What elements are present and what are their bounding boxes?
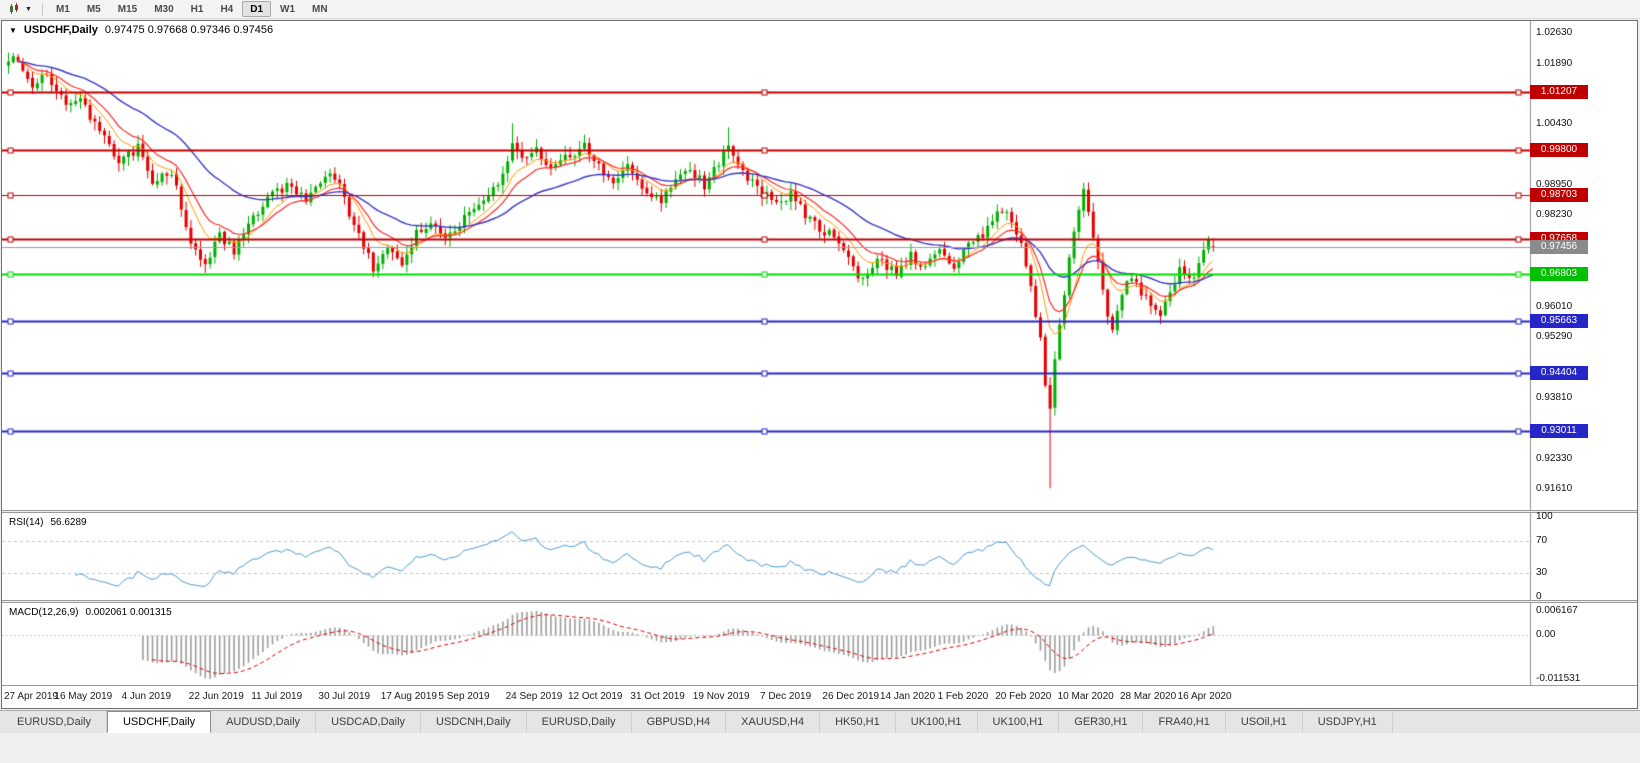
panel-splitter-rsi[interactable] xyxy=(2,510,1637,513)
chart-type-button[interactable]: ▼ xyxy=(4,1,37,18)
chart-tab-eurusd-daily[interactable]: EURUSD,Daily xyxy=(2,711,107,733)
panel-splitter-macd[interactable] xyxy=(2,600,1637,603)
date-axis-label: 14 Jan 2020 xyxy=(880,691,936,702)
date-axis-label: 4 Jun 2019 xyxy=(121,691,172,702)
date-axis-label: 20 Feb 2020 xyxy=(995,691,1052,702)
chart-symbol-label: USDCHF,Daily xyxy=(23,24,98,36)
chart-tab-uk100-h1[interactable]: UK100,H1 xyxy=(977,711,1060,733)
status-area xyxy=(0,733,1640,763)
collapse-arrow-icon[interactable]: ▼ xyxy=(9,25,17,35)
date-axis-label: 17 Aug 2019 xyxy=(380,691,437,702)
chart-tab-gbpusd-h4[interactable]: GBPUSD,H4 xyxy=(631,711,727,733)
rsi-label: RSI(14) 56.6289 xyxy=(9,517,87,528)
date-axis-label: 22 Jun 2019 xyxy=(188,691,244,702)
macd-name: MACD(12,26,9) xyxy=(9,607,79,618)
rsi-indicator-canvas[interactable] xyxy=(2,513,1637,600)
timeframe-button-h4[interactable]: H4 xyxy=(220,4,234,15)
chart-tab-hk50-h1[interactable]: HK50,H1 xyxy=(820,711,896,733)
timeframe-button-h1[interactable]: H1 xyxy=(190,4,204,15)
date-axis-label: 16 Apr 2020 xyxy=(1177,691,1232,702)
date-axis-label: 31 Oct 2019 xyxy=(630,691,685,702)
date-axis-label: 11 Jul 2019 xyxy=(251,691,303,702)
date-axis-label: 7 Dec 2019 xyxy=(760,691,812,702)
date-axis-label: 10 Mar 2020 xyxy=(1057,691,1114,702)
chart-tab-eurusd-daily[interactable]: EURUSD,Daily xyxy=(526,711,632,733)
date-axis-label: 30 Jul 2019 xyxy=(318,691,371,702)
chart-tab-usdjpy-h1[interactable]: USDJPY,H1 xyxy=(1302,711,1393,733)
rsi-value: 56.6289 xyxy=(50,517,87,528)
date-axis-label: 12 Oct 2019 xyxy=(568,691,623,702)
timeframe-button-m15[interactable]: M15 xyxy=(117,4,138,15)
candlestick-chart-icon xyxy=(10,3,18,14)
date-axis-label: 26 Dec 2019 xyxy=(822,691,880,702)
price-chart-canvas[interactable] xyxy=(2,21,1637,510)
chart-tab-usdcad-daily[interactable]: USDCAD,Daily xyxy=(316,711,422,733)
date-axis-label: 24 Sep 2019 xyxy=(505,691,563,702)
date-axis-label: 28 Mar 2020 xyxy=(1120,691,1177,702)
timeframe-buttons: M1 M5 M15 M30 H1 H4 D1 W1 MN xyxy=(48,1,336,17)
chart-title: ▼ USDCHF,Daily 0.97475 0.97668 0.97346 0… xyxy=(9,24,273,36)
time-axis[interactable]: 27 Apr 2019 16 May 2019 4 Jun 2019 22 Jun 2… xyxy=(2,685,1637,708)
dropdown-caret-icon: ▼ xyxy=(25,5,32,13)
chart-tab-usdchf-daily[interactable]: USDCHF,Daily xyxy=(106,711,212,733)
chart-tab-uk100-h1[interactable]: UK100,H1 xyxy=(895,711,978,733)
date-axis-label: 16 May 2019 xyxy=(54,691,113,702)
timeframe-button-m30[interactable]: M30 xyxy=(154,4,174,15)
timeframe-button-d1[interactable]: D1 xyxy=(242,1,272,17)
toolbar-separator xyxy=(41,2,43,16)
macd-values: 0.002061 0.001315 xyxy=(85,607,172,618)
chart-tab-audusd-daily[interactable]: AUDUSD,Daily xyxy=(211,711,317,733)
timeframe-button-w1[interactable]: W1 xyxy=(280,4,296,15)
timeframe-button-mn[interactable]: MN xyxy=(312,4,328,15)
chart-tab-bar: EURUSD,Daily USDCHF,Daily AUDUSD,Daily USDC… xyxy=(0,710,1640,733)
date-axis-label: 5 Sep 2019 xyxy=(438,691,490,702)
timeframe-button-m5[interactable]: M5 xyxy=(86,4,101,15)
chart-tab-usdcnh-daily[interactable]: USDCNH,Daily xyxy=(421,711,527,733)
date-axis-label: 1 Feb 2020 xyxy=(937,691,989,702)
chart-tab-usoil-h1[interactable]: USOil,H1 xyxy=(1225,711,1303,733)
chart-window: 27 Apr 2019 16 May 2019 4 Jun 2019 22 Jun 2… xyxy=(1,20,1638,709)
chart-tab-xauusd-h4[interactable]: XAUUSD,H4 xyxy=(726,711,821,733)
date-axis-label: 19 Nov 2019 xyxy=(692,691,750,702)
timeframe-toolbar: ▼ M1 M5 M15 M30 H1 H4 D1 W1 MN xyxy=(0,0,1640,19)
rsi-name: RSI(14) xyxy=(9,517,44,528)
chart-ohlc-values: 0.97475 0.97668 0.97346 0.97456 xyxy=(104,24,274,36)
chart-tab-fra40-h1[interactable]: FRA40,H1 xyxy=(1143,711,1226,733)
macd-label: MACD(12,26,9) 0.002061 0.001315 xyxy=(9,607,172,618)
macd-indicator-canvas[interactable] xyxy=(2,603,1637,685)
timeframe-button-m1[interactable]: M1 xyxy=(55,4,70,15)
date-axis-label: 27 Apr 2019 xyxy=(4,691,58,702)
chart-tab-ger30-h1[interactable]: GER30,H1 xyxy=(1059,711,1144,733)
